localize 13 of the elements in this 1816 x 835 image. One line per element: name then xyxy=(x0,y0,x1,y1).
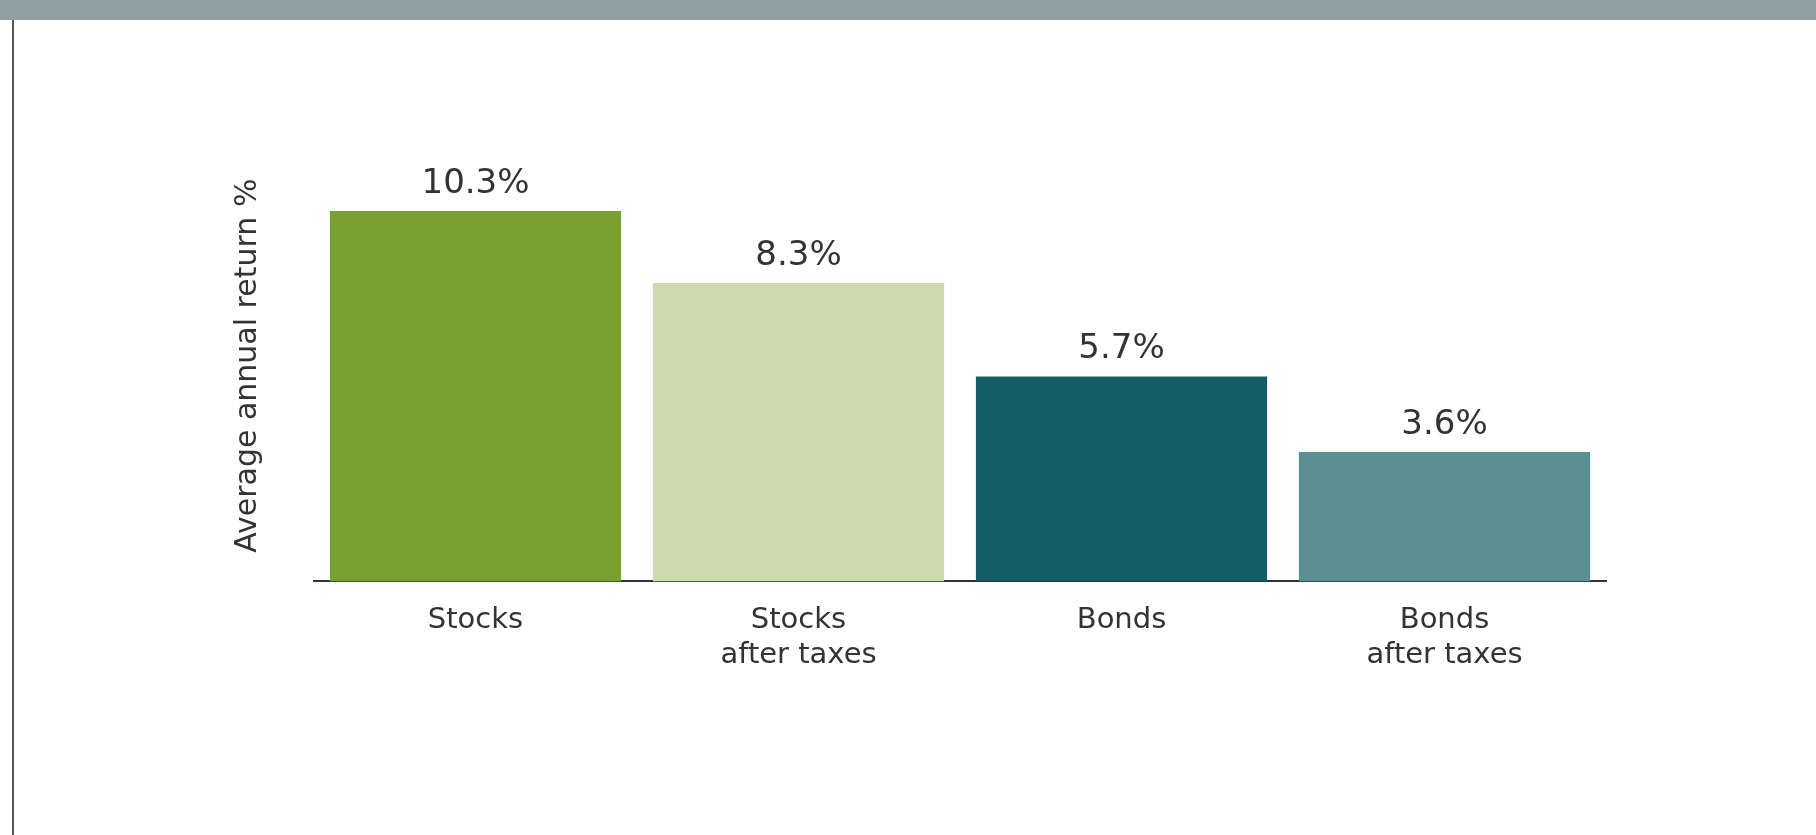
x-tick-label: Stocks xyxy=(427,601,524,636)
x-tick-label: Bonds after taxes xyxy=(1366,601,1523,671)
bar xyxy=(652,283,945,582)
x-tick-label: Bonds xyxy=(1076,601,1167,636)
data-label: 8.3% xyxy=(755,232,842,273)
data-label: 5.7% xyxy=(1078,326,1165,367)
data-label: 10.3% xyxy=(421,160,530,201)
bar xyxy=(329,211,622,582)
bar xyxy=(1298,451,1591,582)
y-axis-title: Average annual return % xyxy=(227,178,263,553)
data-label: 3.6% xyxy=(1401,401,1488,442)
x-tick-label: Stocks after taxes xyxy=(720,601,877,671)
bar xyxy=(975,376,1268,582)
